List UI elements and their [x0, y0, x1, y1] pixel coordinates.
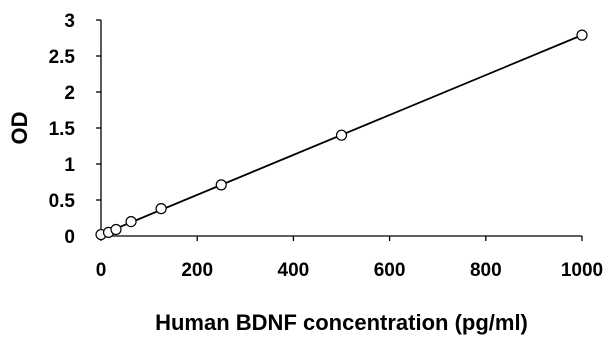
x-tick-label: 200 — [181, 260, 213, 281]
x-tick-label: 600 — [374, 260, 406, 281]
data-point — [110, 223, 122, 236]
y-axis-title: OD — [7, 112, 32, 145]
x-tick-label: 800 — [470, 260, 502, 281]
series-layer — [95, 29, 588, 241]
y-tick-label: 2.5 — [49, 47, 76, 68]
y-ticks: 0 0.5 1 1.5 2 2.5 3 — [49, 11, 101, 248]
x-tick-label: 1000 — [561, 260, 603, 281]
data-point — [215, 179, 227, 191]
y-tick-label: 1.5 — [49, 119, 76, 140]
y-tick-label: 0 — [64, 227, 75, 248]
x-tick-label: 400 — [278, 260, 310, 281]
data-point — [155, 203, 167, 215]
axes — [100, 20, 582, 237]
y-tick-label: 1 — [64, 155, 75, 176]
data-point — [576, 29, 588, 41]
data-point — [125, 216, 137, 228]
y-tick-label: 3 — [64, 11, 75, 32]
data-point — [335, 129, 348, 141]
x-tick-label: 0 — [96, 260, 107, 281]
x-ticks: 0 200 400 600 800 1000 — [96, 236, 603, 281]
x-axis-title: Human BDNF concentration (pg/ml) — [155, 310, 528, 335]
y-tick-label: 2 — [64, 83, 75, 104]
y-tick-label: 0.5 — [49, 191, 76, 212]
